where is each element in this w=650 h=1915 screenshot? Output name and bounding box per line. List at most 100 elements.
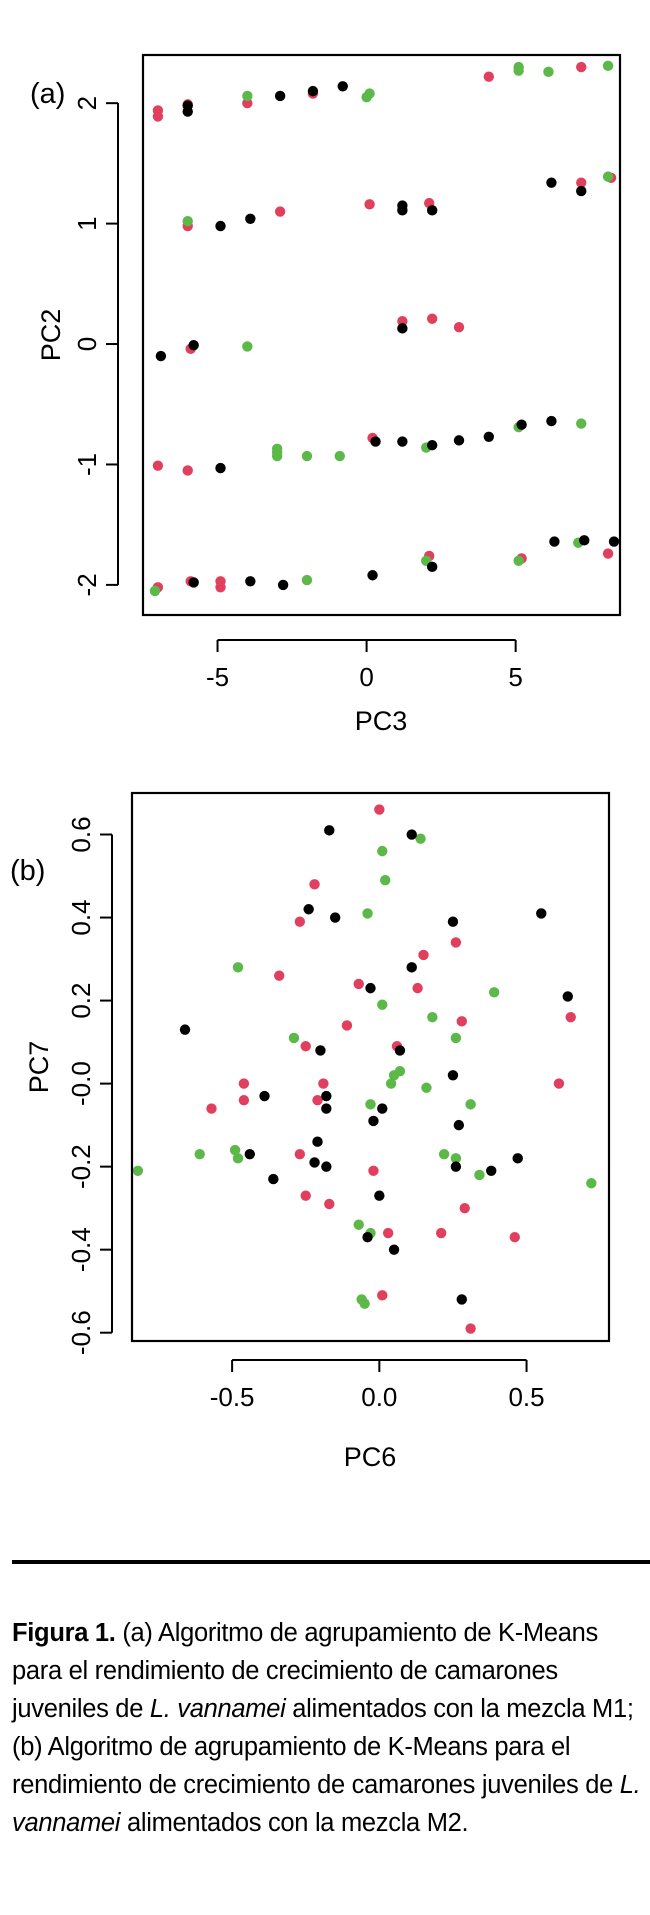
point-cluster-black-28 xyxy=(362,1232,373,1243)
point-cluster-red-18 xyxy=(182,465,193,476)
caption-text-1: (a) Algoritmo de agrupamiento de K-Means… xyxy=(12,1618,598,1723)
point-cluster-green-27 xyxy=(359,1298,370,1309)
y-tick-label: -0.2 xyxy=(66,1144,96,1189)
point-cluster-black-15 xyxy=(215,462,226,474)
point-cluster-green-20 xyxy=(438,1148,450,1160)
point-cluster-green-23 xyxy=(586,1178,597,1189)
point-cluster-red-15 xyxy=(206,1103,217,1114)
point-cluster-green-2 xyxy=(380,874,391,886)
point-cluster-black-15 xyxy=(321,1103,332,1114)
point-cluster-black-1 xyxy=(182,106,193,117)
point-cluster-black-17 xyxy=(397,436,408,447)
point-cluster-red-25 xyxy=(509,1232,520,1243)
point-cluster-black-3 xyxy=(307,85,319,97)
point-cluster-red-22 xyxy=(382,1227,394,1239)
point-cluster-green-22 xyxy=(474,1169,485,1181)
point-cluster-green-5 xyxy=(543,66,554,78)
point-cluster-red-5 xyxy=(418,949,429,961)
point-cluster-green-12 xyxy=(385,1078,397,1089)
point-cluster-black-19 xyxy=(453,435,465,446)
point-cluster-black-27 xyxy=(374,1190,385,1201)
caption-species-1: L. vannamei xyxy=(149,1694,286,1723)
point-cluster-red-3 xyxy=(450,937,462,948)
y-axis-label: PC7 xyxy=(24,1041,54,1094)
point-cluster-green-12 xyxy=(271,450,283,462)
caption-text-3: alimentados con la mezcla M2. xyxy=(120,1808,469,1837)
x-tick-label: 5 xyxy=(508,662,522,692)
point-cluster-green-8 xyxy=(602,171,614,182)
y-tick-label: -1 xyxy=(72,453,102,476)
point-cluster-black-30 xyxy=(456,1294,467,1305)
point-cluster-black-14 xyxy=(321,1090,332,1102)
point-cluster-red-17 xyxy=(312,1095,323,1106)
x-tick-label: 0.5 xyxy=(508,1382,544,1412)
point-cluster-red-1 xyxy=(152,111,164,122)
point-cluster-black-26 xyxy=(512,1153,523,1164)
point-cluster-black-6 xyxy=(406,962,417,973)
point-cluster-red-13 xyxy=(318,1078,329,1089)
point-cluster-green-9 xyxy=(450,1032,462,1044)
point-cluster-black-14 xyxy=(397,323,408,334)
point-cluster-red-23 xyxy=(435,1227,447,1239)
point-cluster-black-20 xyxy=(312,1136,323,1147)
point-cluster-black-1 xyxy=(406,829,417,840)
y-tick-label: 1 xyxy=(72,216,102,230)
point-cluster-black-20 xyxy=(483,431,495,442)
point-cluster-red-19 xyxy=(300,1190,311,1201)
y-tick-label: -0.4 xyxy=(66,1227,96,1272)
plot-frame xyxy=(130,791,611,1343)
point-cluster-green-7 xyxy=(182,215,193,227)
point-cluster-red-16 xyxy=(238,1095,250,1106)
point-cluster-red-24 xyxy=(459,1202,470,1214)
point-cluster-black-27 xyxy=(426,561,438,573)
point-cluster-black-6 xyxy=(245,213,256,224)
y-tick-label: 0.6 xyxy=(66,816,96,852)
point-cluster-red-18 xyxy=(294,1148,306,1160)
point-cluster-black-13 xyxy=(259,1090,270,1102)
point-cluster-black-24 xyxy=(268,1173,279,1185)
point-cluster-green-6 xyxy=(377,999,388,1010)
point-cluster-black-10 xyxy=(315,1045,326,1056)
caption-species-2: L. vannamei xyxy=(12,1770,641,1837)
point-cluster-green-5 xyxy=(488,987,500,998)
point-cluster-green-0 xyxy=(242,90,253,102)
y-tick-label: 0 xyxy=(72,337,102,351)
y-tick-label: -0.6 xyxy=(66,1310,96,1355)
point-cluster-green-17 xyxy=(576,418,587,429)
point-cluster-black-12 xyxy=(155,350,167,362)
point-cluster-green-24 xyxy=(353,1219,364,1230)
point-cluster-green-2 xyxy=(361,91,372,103)
point-cluster-green-13 xyxy=(365,1099,376,1110)
point-cluster-red-2 xyxy=(294,916,306,927)
point-cluster-black-11 xyxy=(394,1045,406,1056)
figure-caption: Figura 1. (a) Algoritmo de agrupamiento … xyxy=(12,1614,642,1842)
point-cluster-green-15 xyxy=(465,1099,476,1110)
point-cluster-green-11 xyxy=(394,1065,406,1077)
point-cluster-black-22 xyxy=(546,415,557,427)
caption-divider xyxy=(12,1560,650,1564)
point-cluster-red-20 xyxy=(324,1198,335,1210)
caption-lead: Figura 1. xyxy=(12,1618,116,1647)
point-cluster-red-21 xyxy=(368,1165,379,1176)
y-tick-label: -2 xyxy=(72,573,102,596)
point-cluster-red-13 xyxy=(397,315,408,327)
point-cluster-black-10 xyxy=(546,177,557,188)
point-cluster-green-9 xyxy=(242,341,253,352)
scatter-plot-pc3-pc2: (a) -5 0 5 -2 -1 0 1 2 PC3 PC2 xyxy=(0,0,650,760)
y-tick-label: 0.2 xyxy=(66,982,96,1018)
point-cluster-red-17 xyxy=(152,460,164,471)
point-cluster-black-16 xyxy=(370,436,381,447)
y-axis-label: PC2 xyxy=(36,309,66,362)
scatter-plot-pc6-pc7: (b) -0.5 0.0 0.5 -0.6 -0.4 -0.2 -0.0 0.2 0.4 0.6… xyxy=(0,770,650,1500)
point-cluster-red-22 xyxy=(215,582,226,593)
x-axis-label: PC6 xyxy=(344,1442,397,1472)
point-cluster-black-16 xyxy=(377,1103,388,1114)
point-cluster-black-0 xyxy=(324,825,335,836)
point-cluster-black-4 xyxy=(447,916,459,927)
point-cluster-red-6 xyxy=(576,61,587,73)
point-cluster-black-7 xyxy=(365,982,376,994)
point-cluster-green-4 xyxy=(513,65,524,76)
point-cluster-black-18 xyxy=(426,439,438,451)
point-cluster-red-28 xyxy=(412,982,423,994)
point-cluster-black-2 xyxy=(274,90,286,102)
